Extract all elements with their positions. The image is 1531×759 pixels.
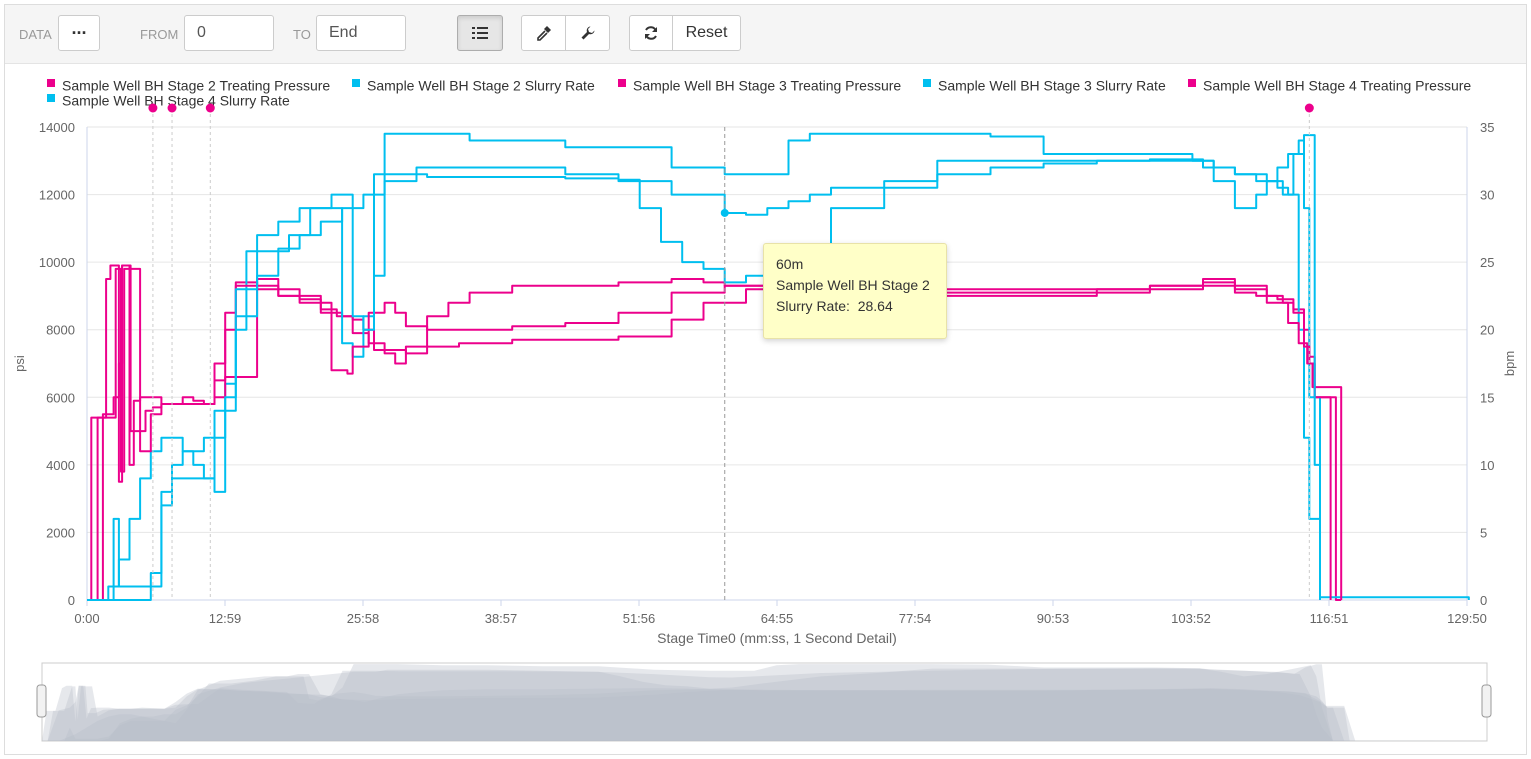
series-line [87, 132, 1321, 601]
y-left-axis-title: psi [12, 355, 27, 372]
list-icon [472, 27, 488, 39]
chart-legend: Sample Well BH Stage 2 Treating Pressure… [47, 78, 1471, 109]
tooltip-field-value: 28.64 [857, 298, 893, 314]
tooltip-value-row: Slurry Rate: 28.64 [776, 298, 934, 314]
legend-item-label: Sample Well BH Stage 2 Slurry Rate [367, 78, 595, 94]
navigator-series-area [42, 685, 1356, 741]
y-right-tick-label: 25 [1480, 255, 1494, 270]
legend-item-label: Sample Well BH Stage 3 Treating Pressure [633, 78, 901, 94]
ellipsis-icon: ··· [71, 23, 88, 43]
x-tick-label: 103:52 [1171, 611, 1211, 626]
x-tick-label: 64:55 [761, 611, 794, 626]
navigator-series-area [42, 665, 1333, 741]
data-menu-button[interactable]: ··· [58, 15, 100, 51]
series-line [87, 159, 1470, 601]
navigator-series-area [42, 664, 1333, 741]
flag-marker-dot [1304, 103, 1314, 113]
series-lines [87, 132, 1470, 601]
eyedropper-button[interactable] [521, 15, 566, 51]
from-input[interactable] [184, 15, 274, 51]
navigator-series-area [42, 686, 1345, 741]
y-left-tick-label: 2000 [46, 525, 75, 540]
legend-item-label: Sample Well BH Stage 4 Slurry Rate [62, 93, 290, 109]
flag-marker-dot [205, 103, 215, 113]
navigator[interactable] [36, 662, 1492, 742]
y-left-tick-label: 4000 [46, 458, 75, 473]
navigator-handle-right [1481, 684, 1492, 718]
refresh-icon [645, 26, 657, 40]
y-right-tick-label: 10 [1480, 458, 1494, 473]
series-line [87, 264, 1342, 601]
flag-marker-dot [167, 103, 177, 113]
legend-swatch [923, 79, 931, 87]
flag-markers [148, 103, 1314, 600]
eyedropper-icon [536, 26, 551, 41]
x-tick-label: 0:00 [74, 611, 99, 626]
chart-panel: DATA ··· FROM TO [4, 4, 1527, 755]
chart-tooltip: 60m Sample Well BH Stage 2 Slurry Rate: … [763, 243, 947, 339]
flag-marker-dot [148, 103, 158, 113]
legend-item-label: Sample Well BH Stage 3 Slurry Rate [938, 78, 1166, 94]
navigator-series-area [42, 668, 1489, 741]
x-tick-label: 90:53 [1037, 611, 1070, 626]
y-left-tick-label: 10000 [39, 255, 75, 270]
x-axis-title: Stage Time0 (mm:ss, 1 Second Detail) [657, 630, 897, 646]
y-right-tick-label: 0 [1480, 593, 1487, 608]
axes: 0 2000 4000 6000 8000 10000 12000 14000 0 5 10 15 20… [12, 120, 1517, 646]
wrench-icon [581, 26, 594, 40]
y-left-tick-label: 8000 [46, 323, 75, 338]
from-label: FROM [140, 27, 179, 42]
y-right-tick-label: 35 [1480, 120, 1494, 135]
tooltip-time: 60m [776, 256, 804, 272]
navigator-handle-left [36, 684, 47, 718]
x-tick-label: 116:51 [1310, 611, 1349, 626]
legend-swatch [618, 79, 626, 87]
refresh-button[interactable] [629, 15, 673, 51]
y-left-tick-label: 0 [68, 593, 75, 608]
y-left-tick-label: 6000 [46, 390, 75, 405]
y-right-tick-label: 20 [1480, 323, 1494, 338]
navigator-frame [41, 662, 1488, 742]
x-tick-label: 129:50 [1447, 611, 1487, 626]
y-right-tick-label: 5 [1480, 525, 1487, 540]
series-line [87, 139, 1321, 601]
series-line [87, 267, 1332, 601]
reset-button[interactable]: Reset [672, 15, 741, 51]
hover-point [720, 208, 729, 217]
x-tick-label: 25:58 [347, 611, 380, 626]
legend-swatch [1188, 79, 1196, 87]
tooltip-field-label: Slurry Rate: [776, 298, 850, 314]
y-right-tick-label: 30 [1480, 188, 1494, 203]
legend-item-label: Sample Well BH Stage 2 Treating Pressure [62, 78, 330, 94]
tooltip-series: Sample Well BH Stage 2 [776, 277, 930, 293]
y-right-axis-title: bpm [1502, 351, 1517, 376]
x-tick-label: 77:54 [899, 611, 932, 626]
y-left-tick-label: 14000 [39, 120, 75, 135]
to-label: TO [293, 27, 311, 42]
legend-swatch [352, 79, 360, 87]
x-tick-label: 51:56 [623, 611, 656, 626]
data-label: DATA [19, 27, 52, 42]
y-left-tick-label: 12000 [39, 188, 75, 203]
x-tick-label: 38:57 [485, 611, 518, 626]
list-view-button[interactable] [457, 15, 503, 51]
legend-item-label: Sample Well BH Stage 4 Treating Pressure [1203, 78, 1471, 94]
series-line [87, 264, 1343, 601]
toolbar: DATA ··· FROM TO [5, 5, 1526, 64]
navigator-series-area [42, 685, 1356, 741]
legend-swatch [47, 79, 55, 87]
legend-swatch [47, 94, 55, 102]
x-tick-label: 12:59 [209, 611, 242, 626]
wrench-button[interactable] [565, 15, 610, 51]
y-right-tick-label: 15 [1480, 390, 1494, 405]
to-input[interactable] [316, 15, 406, 51]
